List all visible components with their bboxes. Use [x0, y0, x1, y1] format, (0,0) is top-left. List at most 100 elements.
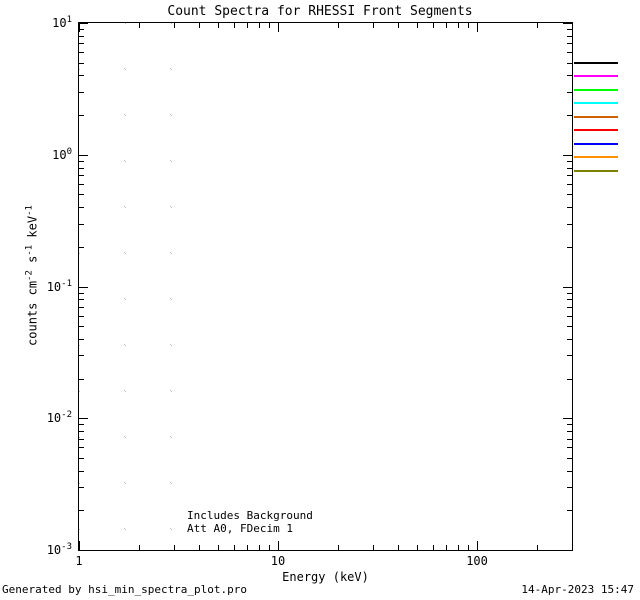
tick-mark — [397, 23, 399, 28]
legend-color-swatch — [574, 156, 618, 159]
tick-mark — [372, 545, 374, 550]
tick-mark — [79, 175, 84, 177]
tick-mark — [268, 23, 270, 28]
tick-mark — [79, 91, 84, 93]
tick-mark — [567, 35, 572, 37]
tick-mark — [563, 418, 572, 420]
x-tick-label: 10 — [270, 554, 286, 568]
tick-mark — [572, 23, 573, 28]
y-tick-label: 10-1 — [46, 278, 72, 294]
page-title: Count Spectra for RHESSI Front Segments — [167, 4, 473, 19]
tick-mark — [567, 487, 572, 489]
footer-generated-by: Generated by hsi_min_spectra_plot.pro — [2, 583, 248, 596]
tick-mark — [477, 23, 479, 32]
footer-timestamp: 14-Apr-2023 15:47 — [521, 583, 634, 596]
tick-mark — [79, 541, 80, 550]
tick-mark — [258, 545, 260, 550]
tick-mark — [79, 115, 84, 117]
x-tick-label: 100 — [466, 554, 488, 568]
tick-mark — [467, 23, 469, 28]
tick-mark — [432, 23, 434, 28]
tick-mark — [567, 355, 572, 357]
tick-mark — [536, 545, 538, 550]
y-tick-label: 10-3 — [46, 542, 72, 557]
legend-color-swatch — [574, 75, 618, 78]
tick-mark — [79, 510, 84, 512]
tick-mark — [567, 194, 572, 196]
tick-mark — [233, 23, 235, 28]
note-includes-background: Includes Background — [187, 509, 313, 522]
tick-mark — [79, 246, 84, 248]
legend-color-swatch — [574, 169, 618, 172]
tick-mark — [79, 23, 80, 32]
tick-mark — [138, 545, 140, 550]
x-tick-label: 1 — [75, 554, 83, 568]
legend-color-swatch — [574, 61, 618, 64]
y-tick-label: 100 — [52, 146, 72, 162]
tick-mark — [79, 438, 84, 440]
y-tick-label: 101 — [52, 15, 72, 30]
tick-mark — [79, 457, 84, 459]
tick-mark — [563, 23, 572, 24]
tick-mark — [79, 292, 84, 294]
tick-mark — [567, 447, 572, 449]
tick-mark — [337, 545, 339, 550]
tick-mark — [372, 23, 374, 28]
y-tick-label: 10-2 — [46, 410, 72, 426]
tick-mark — [79, 306, 84, 308]
tick-mark — [218, 23, 220, 28]
tick-mark — [79, 23, 88, 24]
tick-mark — [567, 326, 572, 328]
tick-mark — [278, 23, 280, 32]
tick-mark — [79, 35, 84, 37]
tick-mark — [79, 62, 84, 64]
tick-mark — [567, 43, 572, 45]
tick-mark — [567, 223, 572, 225]
tick-mark — [79, 355, 84, 357]
tick-mark — [567, 457, 572, 459]
tick-mark — [567, 29, 572, 31]
tick-mark — [567, 91, 572, 93]
tick-mark — [572, 545, 573, 550]
tick-mark — [247, 545, 249, 550]
tick-mark — [79, 487, 84, 489]
tick-mark — [79, 43, 84, 45]
tick-mark — [79, 424, 84, 426]
legend-color-swatch — [574, 142, 618, 145]
tick-mark — [79, 194, 84, 196]
tick-mark — [79, 75, 84, 77]
tick-mark — [567, 207, 572, 209]
tick-mark — [457, 545, 459, 550]
tick-mark — [79, 326, 84, 328]
tick-mark — [79, 550, 88, 551]
tick-mark — [79, 299, 84, 301]
tick-mark — [79, 378, 84, 380]
tick-mark — [567, 175, 572, 177]
tick-mark — [79, 223, 84, 225]
tick-mark — [567, 299, 572, 301]
tick-mark — [477, 541, 479, 550]
tick-mark — [567, 167, 572, 169]
note-attenuator: Att A0, FDecim 1 — [187, 522, 293, 535]
tick-mark — [173, 23, 175, 28]
tick-mark — [536, 23, 538, 28]
shaded-hatch-region — [79, 23, 180, 550]
tick-mark — [567, 438, 572, 440]
tick-mark — [417, 545, 419, 550]
tick-mark — [79, 154, 88, 156]
tick-mark — [258, 23, 260, 28]
tick-mark — [79, 470, 84, 472]
tick-mark — [79, 160, 84, 162]
tick-mark — [79, 431, 84, 433]
tick-mark — [563, 550, 572, 551]
tick-mark — [432, 545, 434, 550]
tick-mark — [567, 292, 572, 294]
tick-mark — [198, 23, 200, 28]
tick-mark — [467, 545, 469, 550]
tick-mark — [79, 183, 84, 185]
tick-mark — [457, 23, 459, 28]
tick-mark — [79, 447, 84, 449]
tick-mark — [567, 378, 572, 380]
tick-mark — [218, 545, 220, 550]
